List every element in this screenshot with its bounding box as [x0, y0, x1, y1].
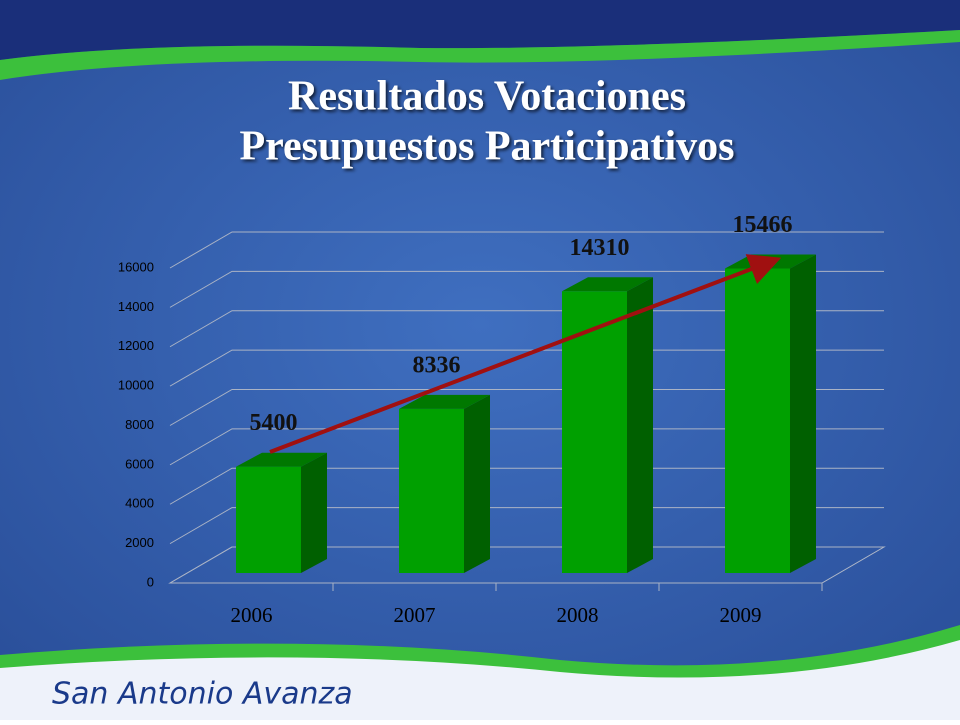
y-tick-label: 16000 [118, 259, 154, 274]
chart: 0 2000 4000 6000 8000 10000 12000 14000 16000 200… [118, 212, 886, 627]
bar-side [627, 277, 653, 573]
bar [562, 291, 627, 573]
x-tick-label: 2006 [231, 603, 273, 627]
bar [236, 466, 301, 573]
bar [399, 408, 464, 573]
y-tick-label: 12000 [118, 338, 154, 353]
top-band [0, 0, 960, 60]
grid-line [169, 389, 884, 426]
arrow [269, 254, 782, 454]
x-tick-label: 2009 [720, 603, 762, 627]
y-tick-label: 6000 [125, 456, 154, 471]
grid-line [169, 270, 884, 308]
value-label: 14310 [570, 235, 630, 261]
grid-line [169, 349, 884, 387]
bar-side [301, 452, 327, 573]
y-tick-label: 0 [147, 574, 154, 589]
bar-side [790, 254, 816, 573]
trend-arrow [269, 254, 782, 454]
value-label: 8336 [413, 352, 461, 378]
bar-side [464, 394, 490, 573]
y-tick-label: 2000 [125, 535, 154, 550]
value-label: 15466 [733, 212, 793, 238]
grid-line [169, 310, 884, 348]
bar [725, 268, 790, 573]
title-line: Resultados Votaciones [288, 74, 686, 120]
grid-line [169, 428, 884, 466]
footer: San Antonio Avanza [52, 677, 353, 712]
x-tick-label: 2008 [557, 603, 599, 627]
x-tick-label: 2007 [394, 603, 436, 627]
y-tick-label: 10000 [118, 378, 154, 393]
top-wave [0, 30, 960, 80]
bar-top [236, 452, 327, 467]
grid-line [169, 231, 884, 269]
y-tick-label: 14000 [118, 299, 154, 314]
y-tick-label: 4000 [125, 496, 154, 511]
title-line: Presupuestos Participativos [239, 124, 734, 170]
bottom-band [0, 640, 960, 720]
grid-line [169, 467, 884, 505]
grid-line [169, 507, 884, 545]
bar-top [399, 394, 490, 409]
bar-top [562, 277, 653, 292]
y-tick-label: 8000 [125, 417, 154, 432]
value-label: 5400 [250, 410, 298, 436]
grid-line [169, 546, 884, 584]
